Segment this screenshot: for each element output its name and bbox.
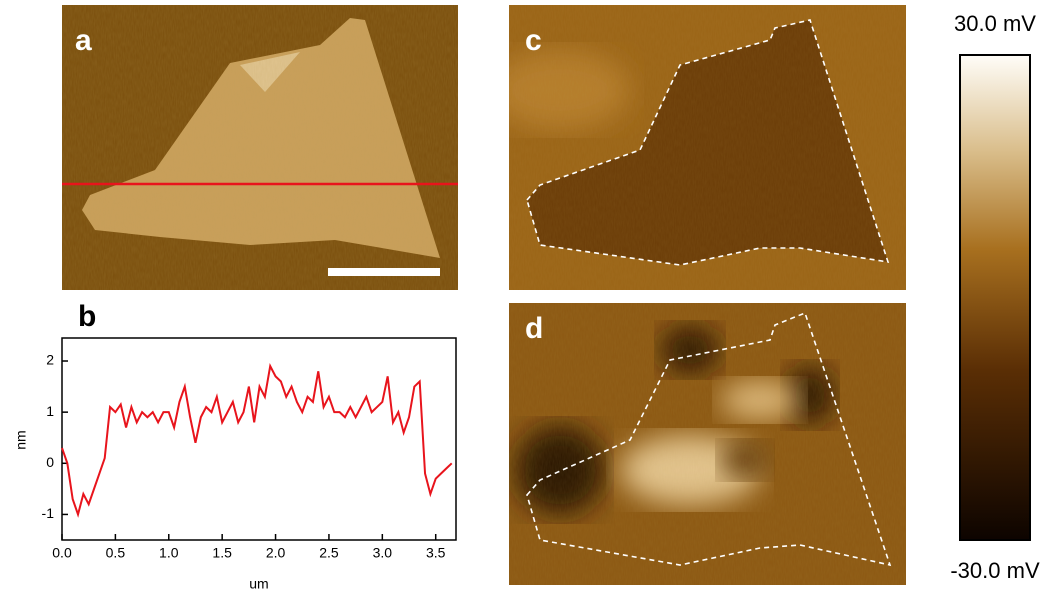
x-tick-label: 2.0 xyxy=(266,545,286,561)
kpfm-image-d xyxy=(509,303,906,585)
y-tick-label: 2 xyxy=(46,352,54,368)
panel-label: c xyxy=(525,24,542,57)
x-tick-label: 2.5 xyxy=(319,545,339,561)
panel-label: b xyxy=(78,300,96,333)
panel-label: a xyxy=(75,24,92,57)
x-tick-label: 0.5 xyxy=(106,545,126,561)
plot-frame xyxy=(62,338,456,540)
afm-image-a xyxy=(62,5,458,290)
panel-label: d xyxy=(525,312,543,345)
x-axis-title: um xyxy=(249,576,268,592)
colorbar-label: 30.0 mV xyxy=(954,11,1036,36)
y-tick-label: 0 xyxy=(46,454,54,470)
x-tick-label: 3.0 xyxy=(373,545,393,561)
x-tick-label: 1.0 xyxy=(159,545,179,561)
kpfm-image-c xyxy=(490,5,906,290)
profile-line xyxy=(62,366,452,514)
x-tick-label: 3.5 xyxy=(426,545,446,561)
y-tick-label: -1 xyxy=(42,505,55,521)
x-tick-label: 1.5 xyxy=(212,545,232,561)
y-axis-title: nm xyxy=(13,430,29,449)
y-tick-label: 1 xyxy=(46,403,54,419)
colorbar xyxy=(960,55,1030,540)
figure: a b c d um nm 30.0 mV -30.0 mV -1 0 1 2 0.0 0.5… xyxy=(0,0,1057,597)
x-tick-label: 0.0 xyxy=(52,545,72,561)
colorbar-label: -30.0 mV xyxy=(950,558,1040,583)
